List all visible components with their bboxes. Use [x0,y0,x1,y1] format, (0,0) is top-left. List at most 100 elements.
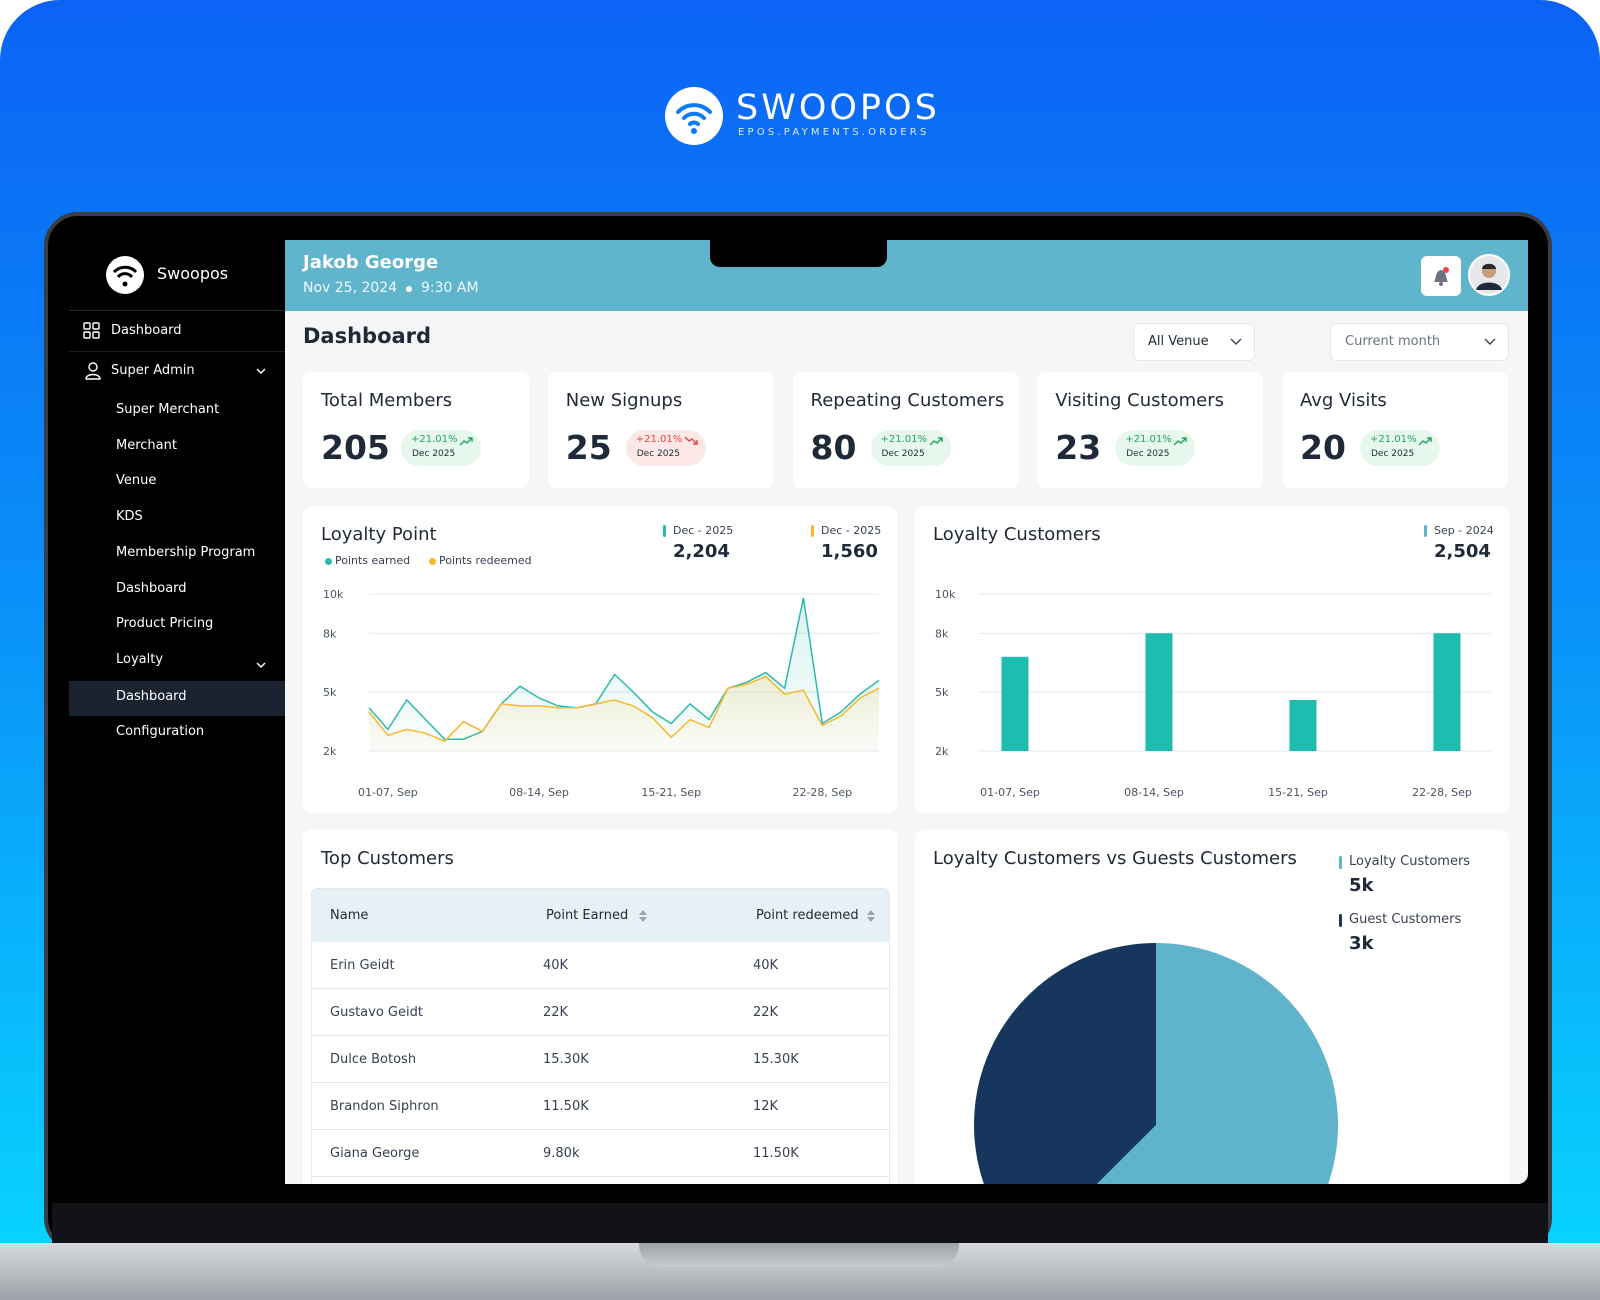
table-cell: 11.50K [753,1146,799,1161]
nav-item: Configuration [116,724,205,739]
sort-arrows [867,910,875,922]
stat-title: Total Members [321,390,453,411]
nav-item: Product Pricing [116,616,214,631]
stat-title: Avg Visits [1300,390,1387,411]
bar [1433,633,1461,751]
change: +21.01% [1370,434,1417,445]
table-cell: Erin Geidt [330,958,395,973]
highlight-value: 1,560 [821,541,878,562]
y-tick-label: 5k [935,686,949,699]
legend-value: 5k [1349,875,1374,896]
legend-label: Points redeemed [439,554,532,567]
y-tick-label: 5k [323,686,337,699]
highlight-marker [811,525,814,537]
period: Dec 2025 [881,449,925,459]
y-tick-label: 2k [935,745,949,758]
camera-notch [710,240,887,267]
change-badge: +21.01% Dec 2025 [1360,430,1440,466]
chevron [256,368,266,374]
stat-value: 20 [1300,428,1346,467]
chevron [1484,338,1496,345]
screen: Jakob George Nov 25, 2024 9:30 AM Dashbo… [285,240,1528,1184]
laptop-notch [639,1243,959,1267]
table-cell: 22K [753,1005,779,1020]
table-cell: Gustavo Geidt [330,1005,423,1020]
x-tick-label: 15-21, Sep [641,786,701,799]
change-badge: +21.01% Dec 2025 [401,430,481,466]
divider [69,310,285,311]
line-chart: 10k 8k 5k 2k 01-07, Sep 08-14, Sep 15-21, Sep 2… [323,588,880,799]
top-header [285,240,1528,311]
table: Name Point Earned Point redeemed Erin Geidt… [311,888,890,1184]
trend-icon [459,437,473,446]
chevron [256,662,266,668]
brand-name: SWOOPOS [736,88,940,128]
table-title: Top Customers [321,848,454,869]
highlight-period: Sep - 2024 [1434,524,1494,537]
y-tick-label: 8k [323,627,337,640]
change: +21.01% [1125,434,1172,445]
row-divider [312,988,889,989]
change: +21.01% [635,434,683,445]
highlight-marker [1424,525,1427,537]
chart-title: Loyalty Point [321,524,437,545]
stat-title: New Signups [565,390,683,411]
table-cell: Dulce Botosh [330,1052,417,1067]
notification-button[interactable] [1421,256,1461,296]
laptop-chin [52,1203,1548,1243]
period-dropdown[interactable]: Current month [1330,323,1509,361]
trend-icon [1173,437,1187,446]
change: +21.01% [411,434,458,445]
bell-icon [1434,267,1449,286]
stat-value: 23 [1055,428,1102,467]
nav-item: Membership Program [116,545,256,560]
chart-title: Loyalty Customers [933,524,1101,545]
avatar[interactable] [1468,254,1510,296]
table-cell: Brandon Siphron [330,1099,439,1114]
period: Dec 2025 [1371,449,1415,459]
highlight-period: Dec - 2025 [821,524,882,537]
stat-card: New Signups 25 +21.01% Dec 2025 [547,372,774,488]
stat-card: Avg Visits 20 +21.01% Dec 2025 [1282,372,1508,488]
row-divider [312,1082,889,1083]
x-tick-label: 22-28, Sep [1412,786,1472,799]
x-tick-label: 08-14, Sep [1124,786,1184,799]
table-cell: 15.30K [543,1052,589,1067]
table-cell: 12K [753,1099,779,1114]
period: Dec 2025 [412,449,456,459]
venue-dropdown[interactable]: All Venue [1133,323,1255,361]
divider [69,351,285,352]
nav-item: Dashboard [111,323,182,338]
highlight-period: Dec - 2025 [673,524,734,537]
y-tick-label: 8k [935,627,949,640]
table-cell: 9.80k [543,1146,580,1161]
table-cell: 22K [543,1005,569,1020]
legend-dot [325,558,332,565]
legend-dot [429,558,436,565]
highlight-value: 2,504 [1434,541,1491,562]
trend-arrow [1173,437,1187,446]
trend-arrow [684,436,698,445]
x-tick-label: 01-07, Sep [980,786,1040,799]
nav-item: Super Merchant [116,402,220,417]
period: Dec 2025 [636,449,680,459]
trend-icon [1418,437,1432,446]
loyalty-point-card: Loyalty Point Points earned Points redeeme… [303,506,897,813]
x-tick-label: 15-21, Sep [1268,786,1328,799]
stat-value: 25 [565,428,612,467]
sort-arrows [639,910,647,922]
table-cell: 11.50K [543,1099,589,1114]
highlight-value: 2,204 [673,541,730,562]
y-tick-label: 10k [323,588,344,601]
series-line [368,675,880,743]
trend-icon [684,436,698,445]
chart-title: Loyalty Customers vs Guests Customers [933,848,1297,869]
trend-arrow [1418,437,1432,446]
x-tick-label: 08-14, Sep [509,786,569,799]
stat-title: Repeating Customers [810,390,1005,411]
highlight-marker [663,525,666,537]
stat-title: Visiting Customers [1055,390,1224,411]
time: 9:30 AM [421,280,479,296]
sidebar: Swoopos Dashboard Super Admin Super Mercha… [69,240,285,1203]
